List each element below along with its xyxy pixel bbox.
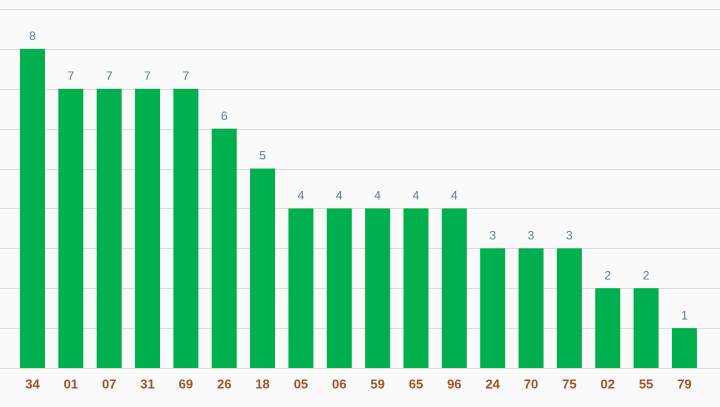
value-label: 2 [604,268,611,282]
x-tick-label: 01 [64,376,78,391]
x-tick-label: 31 [140,376,154,391]
x-tick-label: 06 [332,376,346,391]
bar [250,168,276,368]
value-label: 4 [336,189,343,203]
value-label: 3 [566,229,573,243]
value-label: 5 [259,149,266,163]
x-tick-label: 79 [677,376,691,391]
bar [211,128,237,368]
value-label: 7 [67,69,74,83]
bar [326,208,352,368]
bar [173,88,199,369]
bar [365,208,391,368]
bar [671,328,697,368]
value-label: 3 [528,229,535,243]
x-tick-label: 65 [409,376,423,391]
x-tick-label: 34 [25,376,40,391]
x-tick-label: 18 [255,376,269,391]
x-tick-label: 70 [524,376,538,391]
bar [58,88,84,369]
bar [480,248,506,368]
value-label: 1 [681,308,688,322]
x-tick-label: 02 [600,376,614,391]
bar [518,248,544,368]
bar [441,208,467,368]
bar [633,288,659,368]
value-label: 7 [106,69,113,83]
value-label: 2 [643,268,650,282]
value-label: 3 [489,229,496,243]
value-label: 4 [298,189,305,203]
value-label: 4 [374,189,381,203]
bar [403,208,429,368]
bar [556,248,582,368]
x-tick-label: 69 [179,376,193,391]
bar [595,288,621,368]
value-label: 6 [221,109,228,123]
value-label: 4 [413,189,420,203]
x-tick-label: 75 [562,376,576,391]
x-tick-label: 05 [294,376,308,391]
x-tick-label: 24 [485,376,500,391]
x-tick-label: 07 [102,376,116,391]
value-label: 7 [144,69,151,83]
bar [135,88,161,369]
value-label: 8 [29,29,36,43]
value-label: 7 [183,69,190,83]
value-label: 4 [451,189,458,203]
x-tick-label: 59 [370,376,384,391]
x-tick-label: 55 [639,376,653,391]
bar [96,88,122,369]
bar [288,208,314,368]
x-tick-label: 26 [217,376,231,391]
x-tick-label: 96 [447,376,461,391]
bar [19,48,45,369]
